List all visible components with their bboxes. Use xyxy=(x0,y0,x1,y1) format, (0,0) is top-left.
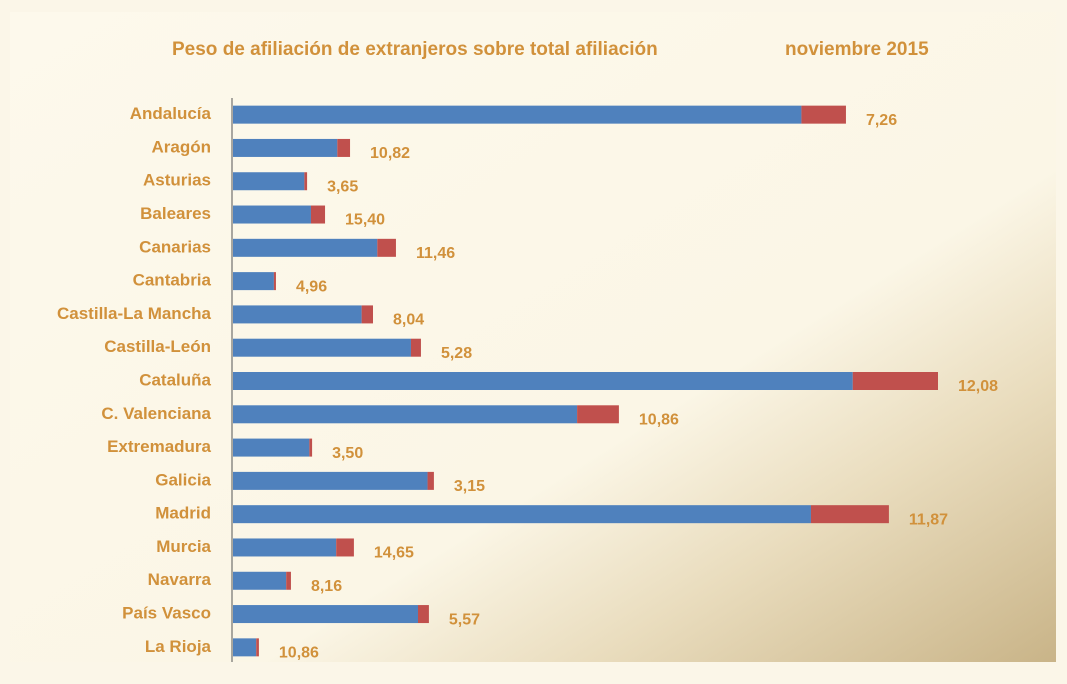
y-tick-label: Canarias xyxy=(139,237,211,256)
data-label: 10,86 xyxy=(279,645,319,662)
data-label: 3,15 xyxy=(454,478,485,495)
y-tick-label: Aragón xyxy=(152,137,212,156)
data-label: 3,50 xyxy=(332,445,363,462)
bar-segment xyxy=(233,305,362,324)
bar-segment xyxy=(273,272,276,291)
bar-segment xyxy=(310,205,326,224)
bar-segment xyxy=(233,571,287,590)
bar-segment xyxy=(233,471,428,490)
data-label: 8,04 xyxy=(393,312,424,329)
data-label: 14,65 xyxy=(374,545,414,562)
bar-segment xyxy=(233,338,411,357)
bar-segment xyxy=(427,471,434,490)
y-tick-label: Castilla-La Mancha xyxy=(57,304,212,323)
y-tick-label: Asturias xyxy=(143,171,211,190)
data-label: 12,08 xyxy=(958,378,998,395)
data-label: 11,87 xyxy=(909,511,948,528)
bar-segment xyxy=(233,405,578,424)
bar-segment xyxy=(233,105,802,124)
chart-title: Peso de afiliación de extranjeros sobre … xyxy=(172,39,658,60)
y-tick-label: Madrid xyxy=(155,504,211,523)
data-label: 5,57 xyxy=(449,611,480,628)
bar-segment xyxy=(577,405,619,424)
chart-subtitle: noviembre 2015 xyxy=(785,39,929,60)
y-tick-label: Castilla-León xyxy=(104,337,211,356)
bar-segment xyxy=(361,305,373,324)
data-label: 7,26 xyxy=(866,112,897,129)
y-tick-label: La Rioja xyxy=(145,637,212,656)
data-label: 10,86 xyxy=(639,412,679,429)
bar-segment xyxy=(309,438,313,457)
bar-segment xyxy=(233,272,274,291)
bar-segment xyxy=(233,605,418,624)
bar-segment xyxy=(418,605,429,624)
data-label: 8,16 xyxy=(311,578,342,595)
y-tick-label: País Vasco xyxy=(122,604,211,623)
y-tick-label: Navarra xyxy=(148,570,212,589)
data-label: 5,28 xyxy=(441,345,472,362)
y-tick-label: Cantabria xyxy=(133,271,212,290)
bar-segment xyxy=(801,105,846,124)
bar-segment xyxy=(233,138,338,157)
data-label: 4,96 xyxy=(296,278,327,295)
y-tick-label: Extremadura xyxy=(107,437,211,456)
bar-segment xyxy=(377,238,396,257)
bar-segment xyxy=(233,172,305,191)
bar-segment xyxy=(233,372,853,390)
data-label: 11,46 xyxy=(416,245,455,262)
bar-segment xyxy=(852,372,938,390)
bar-segment xyxy=(256,638,259,657)
bar-segment xyxy=(286,571,291,590)
y-tick-label: Baleares xyxy=(140,204,211,223)
bar-segment xyxy=(337,138,351,157)
bar-segment xyxy=(233,505,811,524)
y-tick-label: Galicia xyxy=(155,470,211,489)
y-tick-label: Cataluña xyxy=(139,370,211,389)
data-label: 15,40 xyxy=(345,212,385,229)
y-tick-label: C. Valenciana xyxy=(101,404,211,423)
bar-segment xyxy=(233,538,337,557)
bar-segment xyxy=(810,505,889,524)
bar-segment xyxy=(233,238,378,257)
data-label: 3,65 xyxy=(327,178,358,195)
y-tick-label: Murcia xyxy=(156,537,211,556)
bar-segment xyxy=(336,538,354,557)
y-tick-label: Andalucía xyxy=(130,104,212,123)
bar-segment xyxy=(304,172,308,191)
data-label: 10,82 xyxy=(370,145,410,162)
bar-segment xyxy=(233,205,311,224)
bar-segment xyxy=(233,638,257,657)
bar-segment xyxy=(233,438,310,457)
bar-segment xyxy=(410,338,421,357)
